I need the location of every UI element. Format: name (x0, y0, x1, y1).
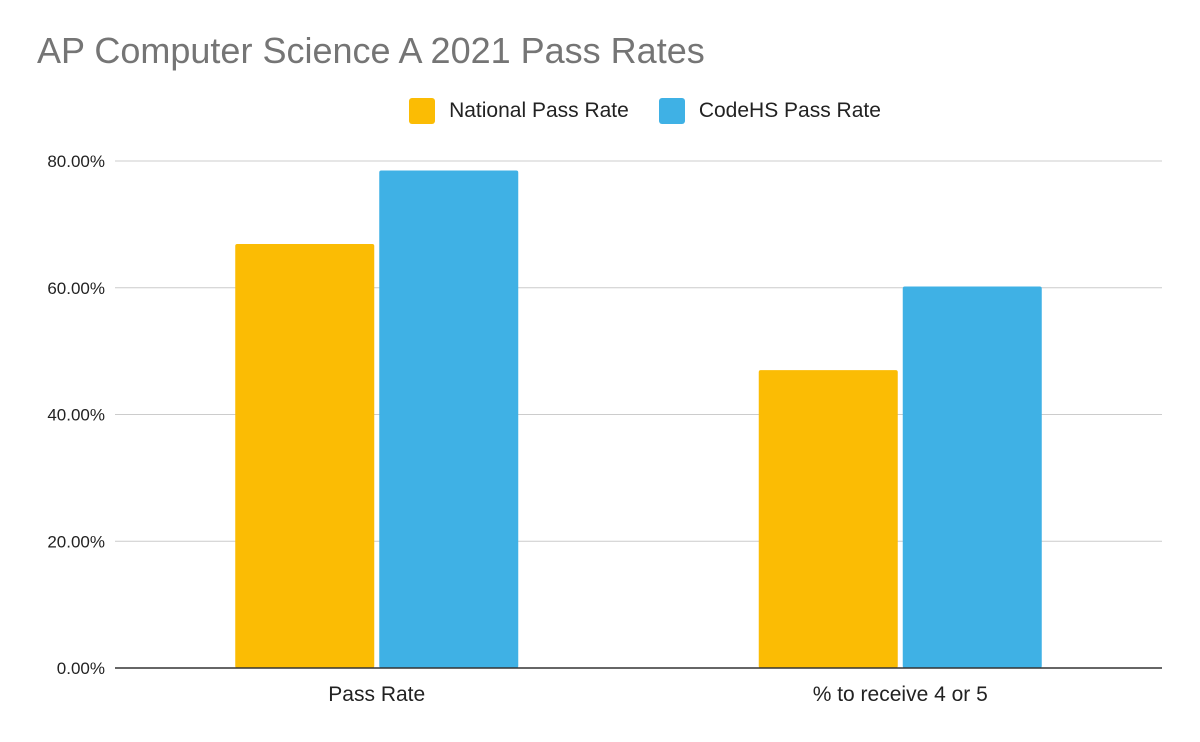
legend-swatch-national (409, 98, 436, 124)
legend-label-codehs: CodeHS Pass Rate (698, 99, 881, 122)
y-tick-label: 0.00% (57, 659, 105, 678)
legend-item-national: National Pass Rate (409, 98, 629, 124)
x-category-label: Pass Rate (328, 683, 425, 706)
y-tick-label: 60.00% (47, 279, 105, 298)
legend-swatch-codehs (658, 98, 685, 124)
legend-item-codehs: CodeHS Pass Rate (658, 98, 881, 124)
legend: National Pass Rate CodeHS Pass Rate (0, 94, 1200, 128)
bar-national (235, 244, 375, 669)
y-tick-label: 80.00% (47, 152, 105, 171)
legend-label-national: National Pass Rate (449, 99, 629, 122)
chart-title: AP Computer Science A 2021 Pass Rates (37, 30, 705, 71)
bar-codehs (902, 286, 1042, 668)
y-tick-label: 40.00% (47, 406, 105, 425)
x-category-label: % to receive 4 or 5 (813, 683, 988, 706)
y-tick-label: 20.00% (47, 532, 105, 551)
bar-national (758, 370, 898, 668)
bar-codehs (379, 170, 519, 668)
